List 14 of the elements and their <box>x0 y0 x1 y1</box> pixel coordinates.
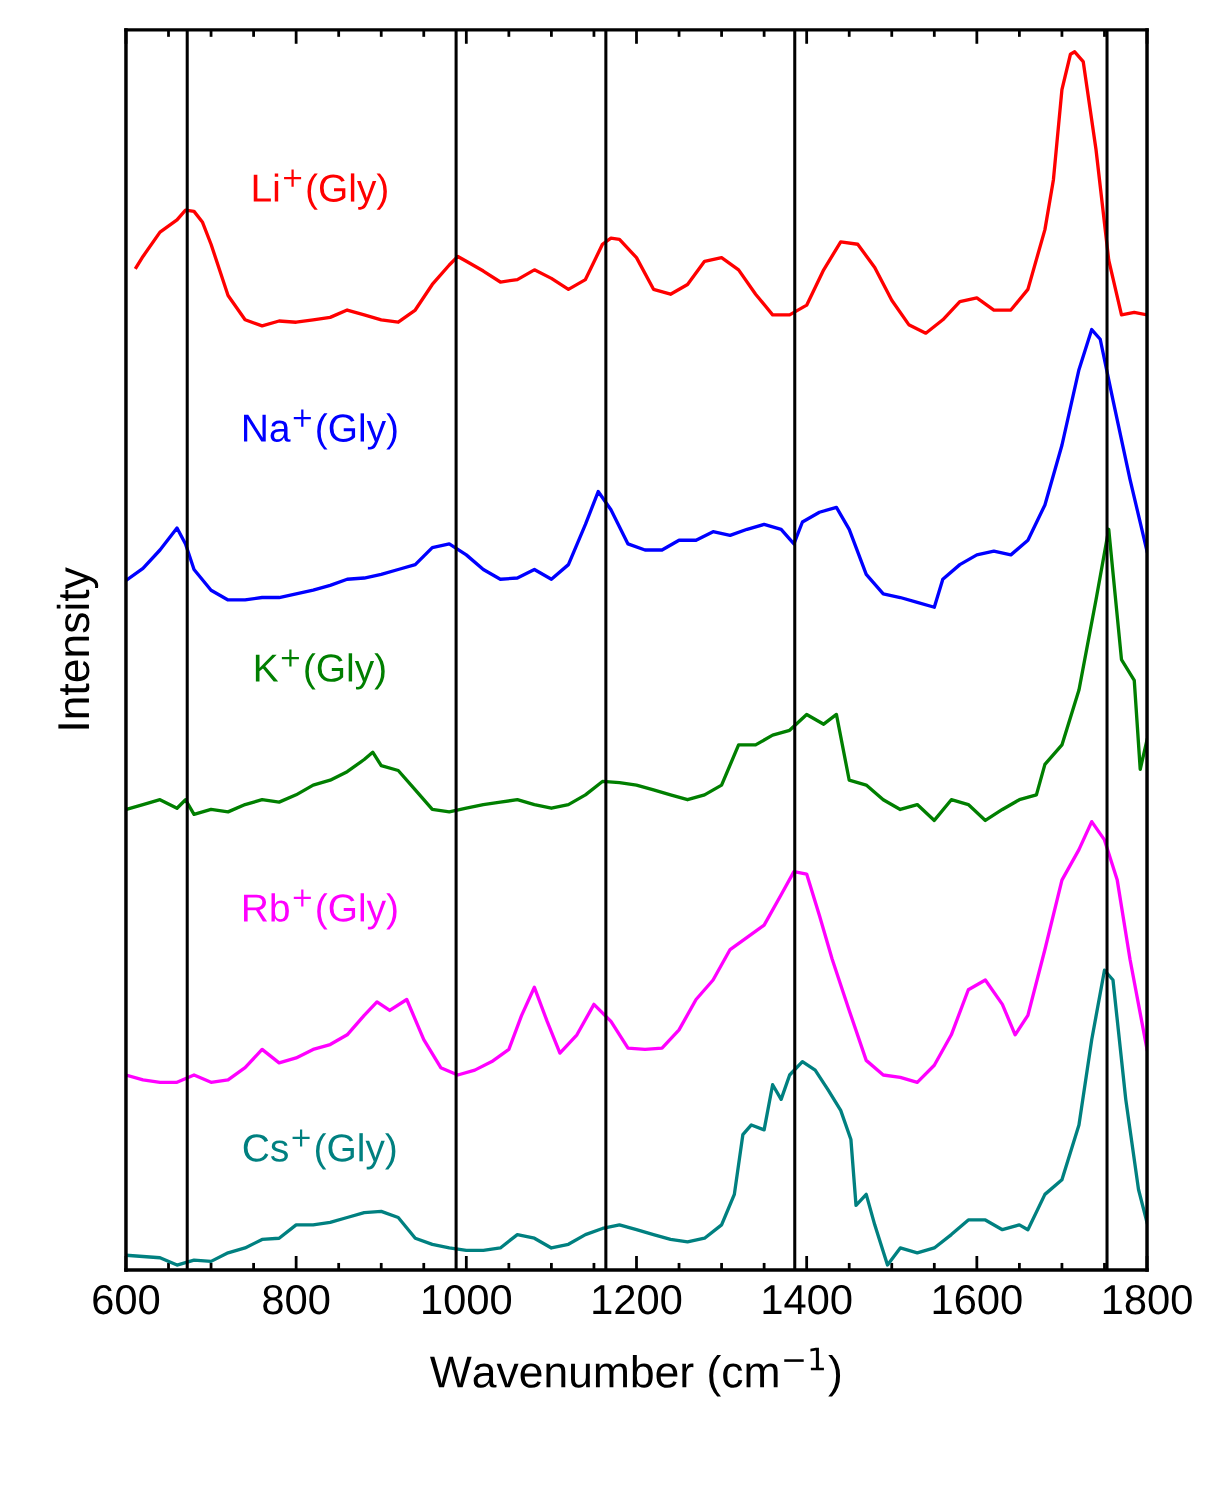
x-tick-label: 1600 <box>933 1284 1022 1315</box>
series-label: Rb$^{+}$(Gly) <box>244 889 397 930</box>
x-axis-title: Wavenumber (cm$^{−1}$) <box>430 1347 841 1397</box>
x-tick-label: 800 <box>263 1284 330 1315</box>
x-tick-label: 600 <box>93 1284 160 1315</box>
x-tick-label: 1400 <box>763 1284 852 1315</box>
series-label: Li$^{+}$(Gly) <box>253 169 387 210</box>
x-tick-label: 1200 <box>593 1284 682 1315</box>
text: Na$^{+}$(Gly) <box>244 409 397 450</box>
x-tick-label: 1800 <box>1103 1284 1192 1315</box>
x-tick-label: 1000 <box>423 1284 512 1315</box>
series-label: Cs$^{+}$(Gly) <box>243 1129 396 1170</box>
series-label: K$^{+}$(Gly) <box>255 649 385 690</box>
y-axis-title: Intensity <box>56 567 99 729</box>
